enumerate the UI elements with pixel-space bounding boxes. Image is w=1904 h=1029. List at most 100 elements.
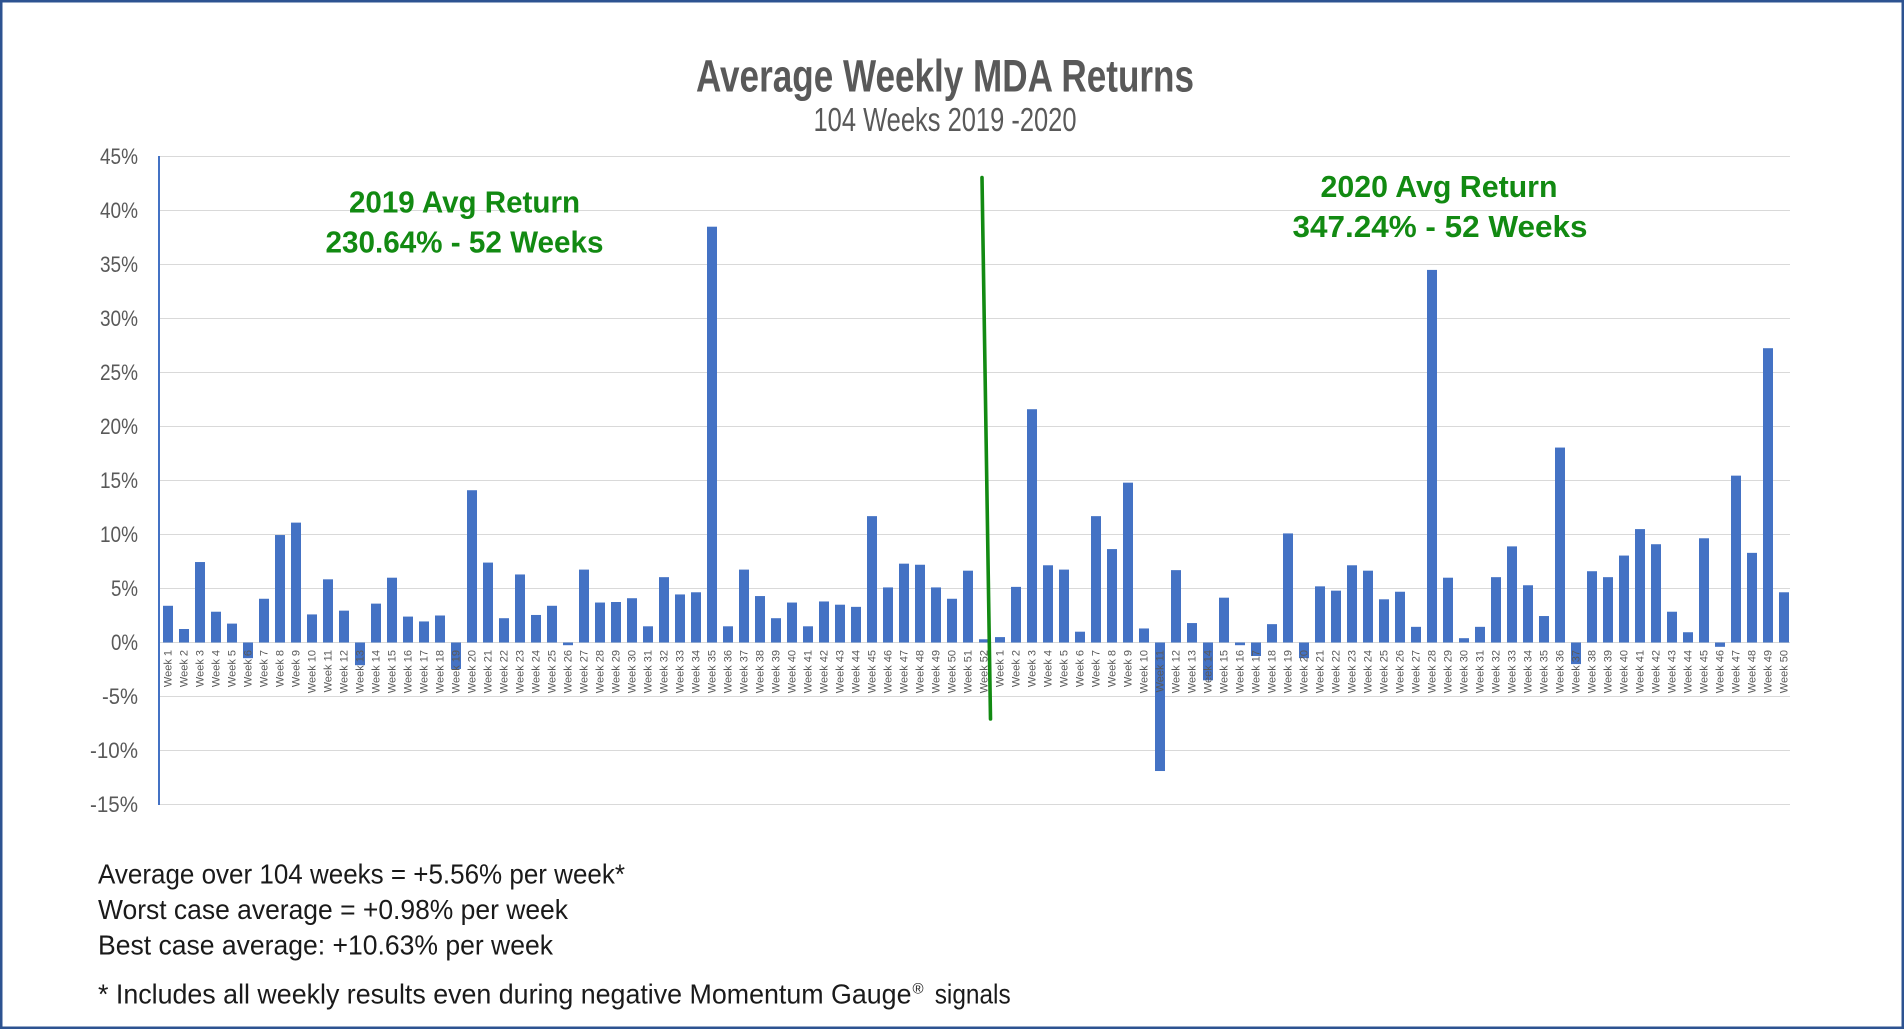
svg-text:Week 15: Week 15 [387, 650, 399, 693]
svg-text:®: ® [913, 981, 924, 998]
svg-text:Week 5: Week 5 [1059, 650, 1071, 687]
svg-text:Worst case average = +0.98% pe: Worst case average = +0.98% per week [98, 894, 569, 925]
svg-text:Week 39: Week 39 [771, 650, 783, 693]
svg-text:Week 50: Week 50 [1779, 650, 1791, 693]
svg-text:Week 16: Week 16 [1235, 650, 1247, 693]
svg-text:Week 13: Week 13 [1187, 650, 1199, 693]
svg-text:Average Weekly MDA Returns: Average Weekly MDA Returns [696, 51, 1194, 102]
svg-text:Week 31: Week 31 [643, 650, 655, 693]
svg-text:Week 1: Week 1 [995, 650, 1007, 687]
svg-text:Week 7: Week 7 [259, 650, 271, 687]
svg-text:Week 19: Week 19 [1283, 650, 1295, 693]
svg-text:Week 25: Week 25 [1379, 650, 1391, 693]
svg-text:Week 36: Week 36 [723, 650, 735, 693]
svg-text:Week 6: Week 6 [1075, 650, 1087, 687]
svg-text:Week 4: Week 4 [1043, 650, 1055, 687]
svg-text:Week 44: Week 44 [851, 650, 863, 693]
svg-text:Week 8: Week 8 [275, 650, 287, 687]
svg-text:Week 40: Week 40 [1619, 650, 1631, 693]
svg-text:Week 16: Week 16 [403, 650, 415, 693]
svg-text:35%: 35% [100, 252, 138, 277]
svg-text:* Includes all weekly results: * Includes all weekly results even durin… [98, 979, 912, 1010]
svg-text:Week 49: Week 49 [931, 650, 943, 693]
svg-text:Week 32: Week 32 [659, 650, 671, 693]
svg-text:Week 40: Week 40 [787, 650, 799, 693]
svg-text:45%: 45% [100, 144, 138, 169]
svg-text:Week 8: Week 8 [1107, 650, 1119, 687]
svg-text:25%: 25% [100, 360, 138, 385]
svg-text:Week 24: Week 24 [1363, 650, 1375, 693]
svg-text:Week 10: Week 10 [1139, 650, 1151, 693]
svg-text:40%: 40% [100, 198, 138, 223]
svg-text:Week 42: Week 42 [819, 650, 831, 693]
svg-text:-15%: -15% [90, 792, 138, 817]
svg-text:Week 17: Week 17 [419, 650, 431, 693]
svg-text:Week 22: Week 22 [499, 650, 511, 693]
svg-text:Week 35: Week 35 [1539, 650, 1551, 693]
svg-text:Week 23: Week 23 [1347, 650, 1359, 693]
svg-text:Week 17: Week 17 [1251, 650, 1263, 693]
svg-text:30%: 30% [100, 306, 138, 331]
svg-text:Week 25: Week 25 [547, 650, 559, 693]
svg-text:Week 48: Week 48 [1747, 650, 1759, 693]
svg-text:Week 39: Week 39 [1603, 650, 1615, 693]
svg-text:Week 3: Week 3 [1027, 650, 1039, 687]
svg-text:Average over 104 weeks = +5.56: Average over 104 weeks = +5.56% per week… [98, 858, 625, 889]
svg-text:Week 45: Week 45 [1699, 650, 1711, 693]
svg-text:Week 43: Week 43 [1667, 650, 1679, 693]
svg-text:Week 47: Week 47 [899, 650, 911, 693]
svg-text:Week 43: Week 43 [835, 650, 847, 693]
svg-text:Week 6: Week 6 [243, 650, 255, 687]
svg-text:347.24% - 52 Weeks: 347.24% - 52 Weeks [1293, 209, 1588, 244]
svg-text:5%: 5% [111, 576, 138, 601]
svg-text:15%: 15% [100, 468, 138, 493]
svg-text:Week 29: Week 29 [611, 650, 623, 693]
svg-text:10%: 10% [100, 522, 138, 547]
svg-text:-5%: -5% [102, 684, 138, 709]
svg-text:Week 18: Week 18 [1267, 650, 1279, 693]
svg-text:Week 21: Week 21 [1315, 650, 1327, 693]
svg-text:Week 15: Week 15 [1219, 650, 1231, 693]
svg-text:Week 11: Week 11 [323, 650, 335, 692]
svg-text:Week 42: Week 42 [1651, 650, 1663, 693]
svg-text:Week 41: Week 41 [1635, 650, 1647, 693]
svg-text:Week 27: Week 27 [1411, 650, 1423, 693]
svg-text:Week 29: Week 29 [1443, 650, 1455, 693]
svg-text:Week 19: Week 19 [451, 650, 463, 693]
svg-text:Week 41: Week 41 [803, 650, 815, 693]
svg-text:104 Weeks 2019 -2020: 104 Weeks 2019 -2020 [814, 101, 1077, 138]
svg-text:-10%: -10% [90, 738, 138, 763]
svg-text:signals: signals [935, 979, 1011, 1010]
svg-text:Week 52: Week 52 [979, 650, 991, 693]
svg-text:Week 20: Week 20 [1299, 650, 1311, 693]
svg-text:0%: 0% [111, 630, 138, 655]
svg-text:Week 23: Week 23 [515, 650, 527, 693]
svg-text:Week 34: Week 34 [691, 650, 703, 693]
svg-text:Week 32: Week 32 [1491, 650, 1503, 693]
svg-text:Week 12: Week 12 [339, 650, 351, 693]
svg-text:20%: 20% [100, 414, 138, 439]
svg-text:Week 4: Week 4 [211, 650, 223, 687]
svg-text:Week 34: Week 34 [1523, 650, 1535, 693]
svg-text:Week 13: Week 13 [355, 650, 367, 693]
svg-text:Week 28: Week 28 [595, 650, 607, 693]
svg-text:Week 9: Week 9 [1123, 650, 1135, 687]
svg-text:Week 36: Week 36 [1555, 650, 1567, 693]
svg-text:Week 24: Week 24 [531, 650, 543, 693]
svg-text:Week 48: Week 48 [915, 650, 927, 693]
svg-text:Week 33: Week 33 [1507, 650, 1519, 693]
svg-text:Week 21: Week 21 [483, 650, 495, 693]
svg-text:Week 28: Week 28 [1427, 650, 1439, 693]
svg-text:Week 14: Week 14 [1203, 650, 1215, 693]
svg-text:Week 46: Week 46 [1715, 650, 1727, 693]
svg-text:Week 45: Week 45 [867, 650, 879, 693]
svg-text:Week 33: Week 33 [675, 650, 687, 693]
svg-text:Week 26: Week 26 [1395, 650, 1407, 693]
svg-text:Week 37: Week 37 [739, 650, 751, 693]
svg-text:Week 3: Week 3 [195, 650, 207, 687]
svg-text:Week 30: Week 30 [627, 650, 639, 693]
svg-text:Week 10: Week 10 [307, 650, 319, 693]
svg-text:Week 49: Week 49 [1763, 650, 1775, 693]
svg-text:Week 9: Week 9 [291, 650, 303, 687]
svg-text:Best case average: +10.63% per: Best case average: +10.63% per week [98, 929, 554, 960]
